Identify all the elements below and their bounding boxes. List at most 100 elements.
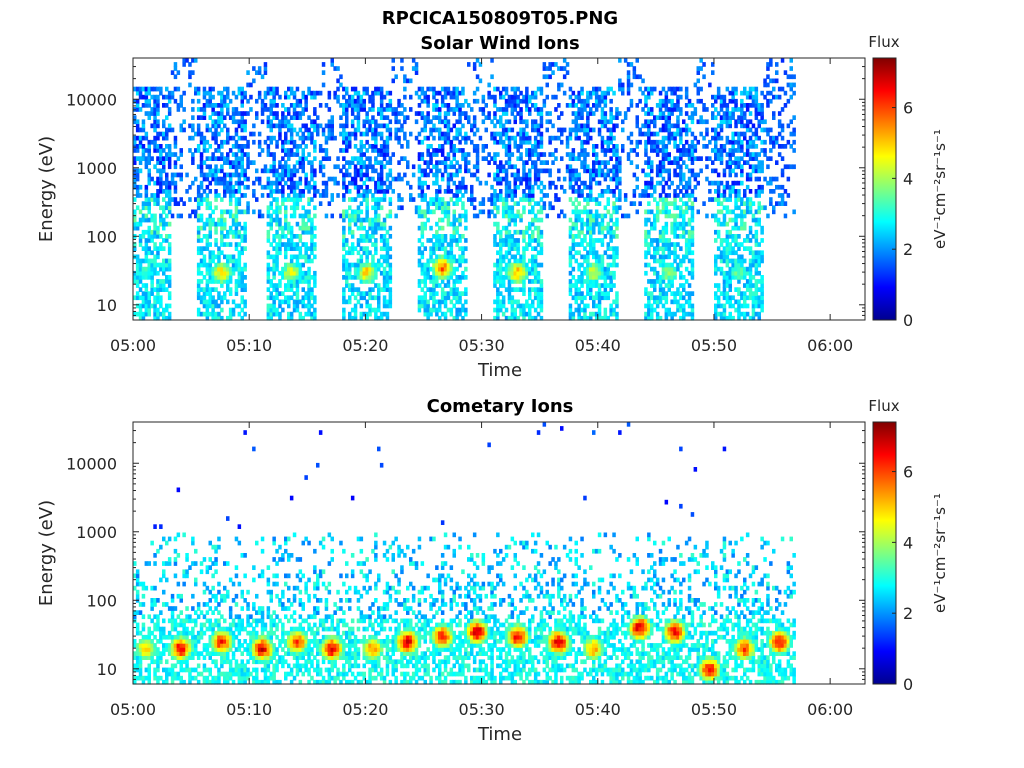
heatmap-cell <box>475 164 480 170</box>
heatmap-cell <box>141 135 146 141</box>
heatmap-cell <box>289 115 294 120</box>
heatmap-cell <box>682 184 686 190</box>
heatmap-cell <box>426 287 430 292</box>
heatmap-cell <box>240 315 244 321</box>
heatmap-cell <box>589 184 593 190</box>
heatmap-cell <box>327 176 332 182</box>
heatmap-cell <box>353 131 358 137</box>
heatmap-cell <box>231 172 236 178</box>
heatmap-cell <box>289 184 294 190</box>
heatmap-cell <box>284 262 288 268</box>
heatmap-cell <box>226 160 230 165</box>
heatmap-cell <box>135 283 140 288</box>
heatmap-cell <box>615 291 619 296</box>
heatmap-cell <box>650 176 654 182</box>
heatmap-cell <box>449 90 454 96</box>
heatmap-cell <box>359 201 364 206</box>
heatmap-cell <box>371 242 375 247</box>
heatmap-cell <box>281 266 285 272</box>
heatmap-cell <box>577 189 581 194</box>
heatmap-cell <box>196 279 201 284</box>
heatmap-cell <box>452 172 456 178</box>
heatmap-cell <box>141 266 146 272</box>
heatmap-cell <box>446 180 451 186</box>
heatmap-cell <box>284 123 288 129</box>
heatmap-cell <box>295 287 300 292</box>
heatmap-cell <box>368 98 372 104</box>
heatmap-cell <box>568 135 573 141</box>
heatmap-cell <box>281 299 285 305</box>
heatmap-cell <box>661 111 666 116</box>
heatmap-cell <box>594 250 599 256</box>
heatmap-cell <box>597 160 602 165</box>
heatmap-cell <box>626 70 631 75</box>
heatmap-cell <box>589 180 593 186</box>
heatmap-cell <box>281 275 285 280</box>
heatmap-cell <box>417 176 422 182</box>
heatmap-cell <box>234 266 239 272</box>
heatmap-cell <box>420 127 425 133</box>
heatmap-cell <box>429 225 433 231</box>
heatmap-cell <box>194 131 198 137</box>
heatmap-cell <box>342 242 346 247</box>
heatmap-cell <box>417 209 422 215</box>
heatmap-cell <box>670 86 674 92</box>
heatmap-cell <box>307 152 311 157</box>
heatmap-cell <box>359 193 364 198</box>
heatmap-cell <box>679 307 683 313</box>
heatmap-cell <box>499 262 503 268</box>
heatmap-cell <box>377 123 381 129</box>
heatmap-cell <box>141 86 146 92</box>
heatmap-cell <box>597 266 602 272</box>
heatmap-cell <box>199 184 204 190</box>
heatmap-cell <box>237 283 242 288</box>
heatmap-cell <box>141 283 146 288</box>
heatmap-cell <box>440 234 445 239</box>
heatmap-cell <box>159 172 163 178</box>
heatmap-cell <box>385 270 390 276</box>
heatmap-cell <box>138 315 143 321</box>
heatmap-cell <box>318 148 323 153</box>
heatmap-cell <box>313 119 317 125</box>
heatmap-cell <box>359 254 364 260</box>
heatmap-cell <box>208 262 212 268</box>
heatmap-cell <box>281 103 285 108</box>
heatmap-cell <box>327 119 332 125</box>
heatmap-cell <box>423 98 427 104</box>
heatmap-cell <box>490 94 494 100</box>
heatmap-cell <box>211 107 215 112</box>
heatmap-cell <box>612 283 616 288</box>
heatmap-cell <box>162 94 166 100</box>
heatmap-cell <box>684 254 689 260</box>
heatmap-cell <box>208 127 212 133</box>
heatmap-cell <box>443 90 448 96</box>
heatmap-cell <box>446 86 451 92</box>
heatmap-cell <box>301 303 305 309</box>
heatmap-cell <box>606 254 610 260</box>
heatmap-cell <box>362 246 366 251</box>
heatmap-cell <box>670 131 674 137</box>
heatmap-cell <box>385 279 390 284</box>
heatmap-cell <box>417 283 422 288</box>
heatmap-cell <box>228 160 233 165</box>
heatmap-cell <box>214 176 218 182</box>
heatmap-cell <box>647 311 651 317</box>
heatmap-cell <box>205 103 210 108</box>
heatmap-cell <box>301 168 305 174</box>
heatmap-cell <box>211 299 215 305</box>
heatmap-cell <box>365 164 369 170</box>
heatmap-cell <box>516 184 520 190</box>
heatmap-cell <box>455 98 459 104</box>
heatmap-cell <box>231 184 236 190</box>
heatmap-cell <box>516 131 520 137</box>
heatmap-cell <box>490 135 494 141</box>
heatmap-cell <box>287 148 291 153</box>
heatmap-cell <box>682 209 686 215</box>
heatmap-cell <box>199 201 204 206</box>
heatmap-cell <box>278 283 282 288</box>
heatmap-cell <box>533 90 538 96</box>
heatmap-cell <box>147 307 151 313</box>
heatmap-cell <box>295 148 300 153</box>
heatmap-cell <box>368 238 372 243</box>
heatmap-cell <box>493 131 497 137</box>
